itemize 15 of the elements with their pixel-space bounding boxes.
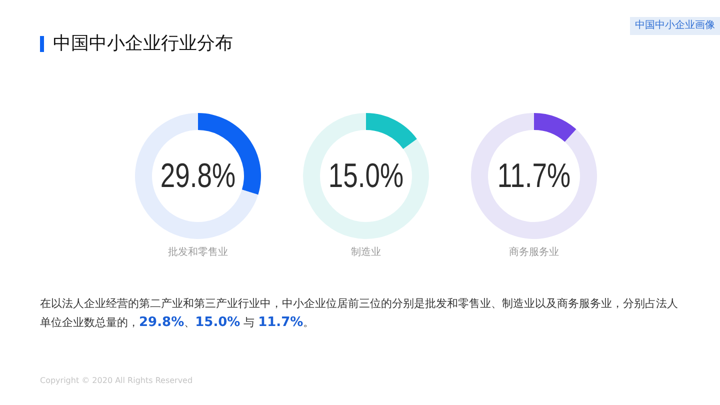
text: 中国中小企业画像 — [635, 20, 715, 31]
text: 制造业 — [351, 247, 381, 258]
donut-slice — [471, 113, 597, 239]
donut-slice — [366, 113, 417, 149]
donut-slice — [303, 113, 429, 239]
text: 在以法人企业经营的第二产业和第三产业行业中，中小企业位居前三位的分别是批发和零售业、制造业以及商务服务业，分别占法人单位企业数总量的，29.8%、15.0% 与 11.7%。 — [40, 297, 678, 330]
donut-slice — [135, 113, 258, 239]
text: 商务服务业 — [509, 247, 559, 258]
data-label: 15.0% — [328, 157, 404, 195]
text: Copyright © 2020 All Rights Reserved — [40, 376, 193, 385]
text: 批发和零售业 — [168, 247, 228, 258]
text: 中国中小企业行业分布 — [53, 33, 233, 54]
data-label: 29.8% — [160, 157, 236, 195]
donut-slice — [534, 113, 576, 142]
data-label: 11.7% — [497, 157, 571, 195]
